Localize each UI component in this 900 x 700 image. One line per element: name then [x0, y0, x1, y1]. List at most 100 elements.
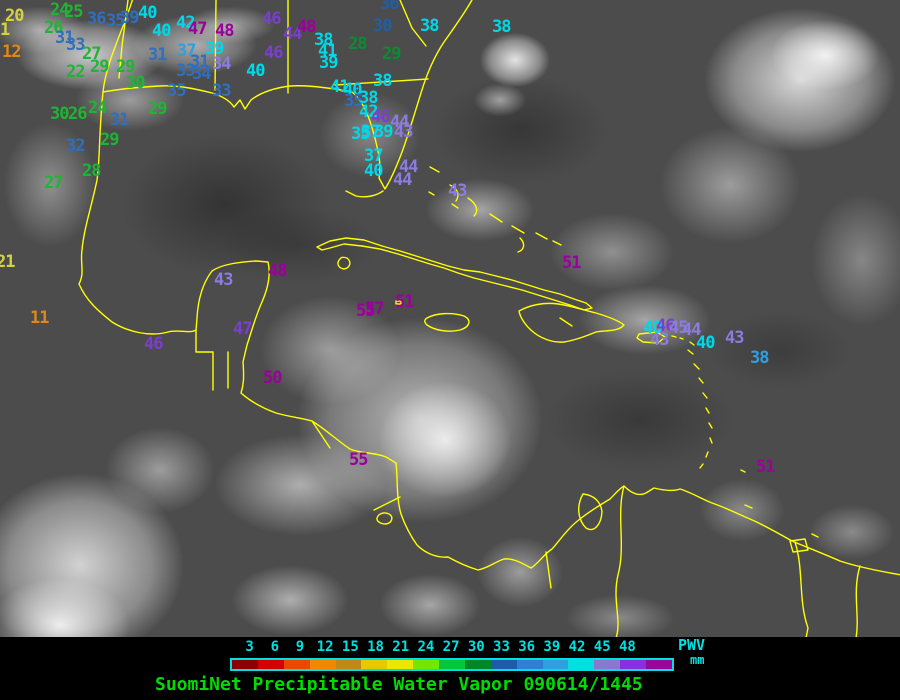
colorbar-segment: [516, 660, 543, 669]
pwv-colorbar: [230, 658, 674, 671]
colorbar-segment: [568, 660, 595, 669]
colorbar-tick: 36: [518, 639, 536, 655]
station-pwv-value: 24: [88, 98, 108, 118]
station-pwv-value: 44: [393, 170, 413, 190]
station-pwv-value: 29: [148, 99, 168, 119]
colorbar-tick: 9: [295, 639, 305, 655]
station-pwv-value: 31: [148, 45, 168, 65]
colorbar-segment: [283, 660, 310, 669]
station-pwv-value: 40: [246, 61, 266, 81]
colorbar-tick: 12: [316, 639, 334, 655]
station-pwv-value: 39: [319, 53, 339, 73]
image-title: SuomiNet Precipitable Water Vapor 090614…: [155, 674, 643, 695]
station-pwv-value: 38: [373, 71, 393, 91]
colorbar-segment: [361, 660, 388, 669]
colorbar-segment: [413, 660, 439, 669]
station-pwv-value: 41: [330, 77, 350, 97]
station-pwv-value: 31: [55, 28, 75, 48]
footer-band: 3 6 9 12 15 18 21 24 27 30 33 36 39 42 45 48 PWV mm Suo…: [0, 637, 900, 700]
colorbar-segment: [309, 660, 336, 669]
colorbar-segment: [646, 660, 672, 669]
station-pwv-value: 33: [176, 61, 196, 81]
station-pwv-value: 44: [283, 24, 303, 44]
station-pwv-value: 12: [2, 42, 22, 62]
colorbar-tick: 48: [618, 639, 636, 655]
station-pwv-value: 30: [126, 73, 146, 93]
station-pwv-value: 40: [343, 80, 363, 100]
colorbar-segment: [542, 660, 569, 669]
station-pwv-value: 39: [120, 8, 140, 28]
pwv-unit-mm: mm: [690, 653, 705, 667]
colorbar-tick: 39: [543, 639, 561, 655]
station-pwv-value: 28: [348, 34, 368, 54]
station-pwv-value: 37: [177, 41, 197, 61]
pwv-unit-label: PWV: [678, 636, 706, 654]
station-pwv-value: 47: [188, 19, 208, 39]
station-pwv-value: 38: [420, 16, 440, 36]
station-pwv-value: 30: [50, 104, 70, 124]
station-pwv-value: 32: [66, 136, 86, 156]
station-pwv-value: 39: [205, 39, 225, 59]
station-pwv-value: 38: [359, 88, 379, 108]
station-pwv-value: 51: [756, 457, 776, 477]
station-pwv-value: 26: [68, 104, 88, 124]
station-pwv-value: 27: [44, 173, 64, 193]
station-pwv-value: 29: [100, 130, 120, 150]
station-pwv-value: 41: [318, 41, 338, 61]
station-pwv-value: 37: [361, 122, 381, 142]
station-pwv-value: 25: [64, 2, 84, 22]
colorbar-tick: 18: [367, 639, 384, 655]
colorbar-tick: 15: [341, 639, 359, 655]
colorbar-segment: [594, 660, 621, 669]
station-pwv-value: 45: [669, 318, 689, 338]
station-pwv-value: 46: [264, 43, 284, 63]
coastlines: [78, 0, 900, 637]
satellite-imagery: 20 1 12 21 11 24 25 26 31 33 27 22 29 29 30 24 26 30 31 29 2…: [0, 0, 900, 637]
station-pwv-value: 35: [106, 11, 126, 31]
station-pwv-value: 48: [268, 261, 288, 281]
colorbar-segment: [439, 660, 465, 669]
station-pwv-value: 34: [192, 64, 212, 84]
colorbar-segment: [335, 660, 362, 669]
station-pwv-value: 29: [90, 57, 110, 77]
station-pwv-value: 48: [215, 21, 235, 41]
station-pwv-value: 20: [5, 6, 25, 26]
station-pwv-value: 40: [696, 333, 716, 353]
station-pwv-value: 35: [344, 91, 364, 111]
station-pwv-value: 34: [212, 54, 232, 74]
station-pwv-value: 55: [356, 301, 376, 321]
colorbar-segment: [620, 660, 646, 669]
colorbar-tick: 30: [467, 639, 485, 655]
station-pwv-value: 38: [492, 17, 512, 37]
station-pwv-value: 35: [167, 81, 187, 101]
station-pwv-value: 42: [359, 102, 379, 122]
station-pwv-value: 43: [650, 330, 670, 350]
colorbar-tick: 6: [270, 639, 279, 655]
colorbar-tick: 33: [493, 639, 510, 655]
station-pwv-value: 40: [643, 318, 663, 338]
colorbar-tick: 42: [568, 639, 586, 655]
station-pwv-value: 46: [262, 9, 282, 29]
station-pwv-value: 51: [395, 292, 415, 312]
station-pwv-value: 43: [214, 270, 234, 290]
station-pwv-value: 36: [380, 0, 400, 14]
station-pwv-value: 50: [263, 368, 283, 388]
station-pwv-value: 39: [374, 122, 394, 142]
station-pwv-value: 1: [0, 20, 10, 40]
station-pwv-value: 44: [390, 112, 410, 132]
station-pwv-value: 35: [351, 124, 371, 144]
colorbar-tick: 45: [593, 639, 611, 655]
colorbar-segment: [387, 660, 414, 669]
station-pwv-value: 43: [394, 122, 414, 142]
station-pwv-value: 27: [82, 44, 102, 64]
colorbar-tick-row: 3 6 9 12 15 18 21 24 27 30 33 36 39 42 45 48: [237, 640, 641, 654]
station-pwv-value: 46: [656, 316, 676, 336]
station-pwv-value: 57: [365, 299, 385, 319]
station-pwv-value: 26: [44, 18, 64, 38]
station-pwv-value: 44: [399, 157, 419, 177]
station-pwv-value: 33: [212, 81, 232, 101]
colorbar-segment: [257, 660, 284, 669]
colorbar-tick: 21: [392, 639, 410, 655]
coastline-overlay: [78, 0, 900, 637]
